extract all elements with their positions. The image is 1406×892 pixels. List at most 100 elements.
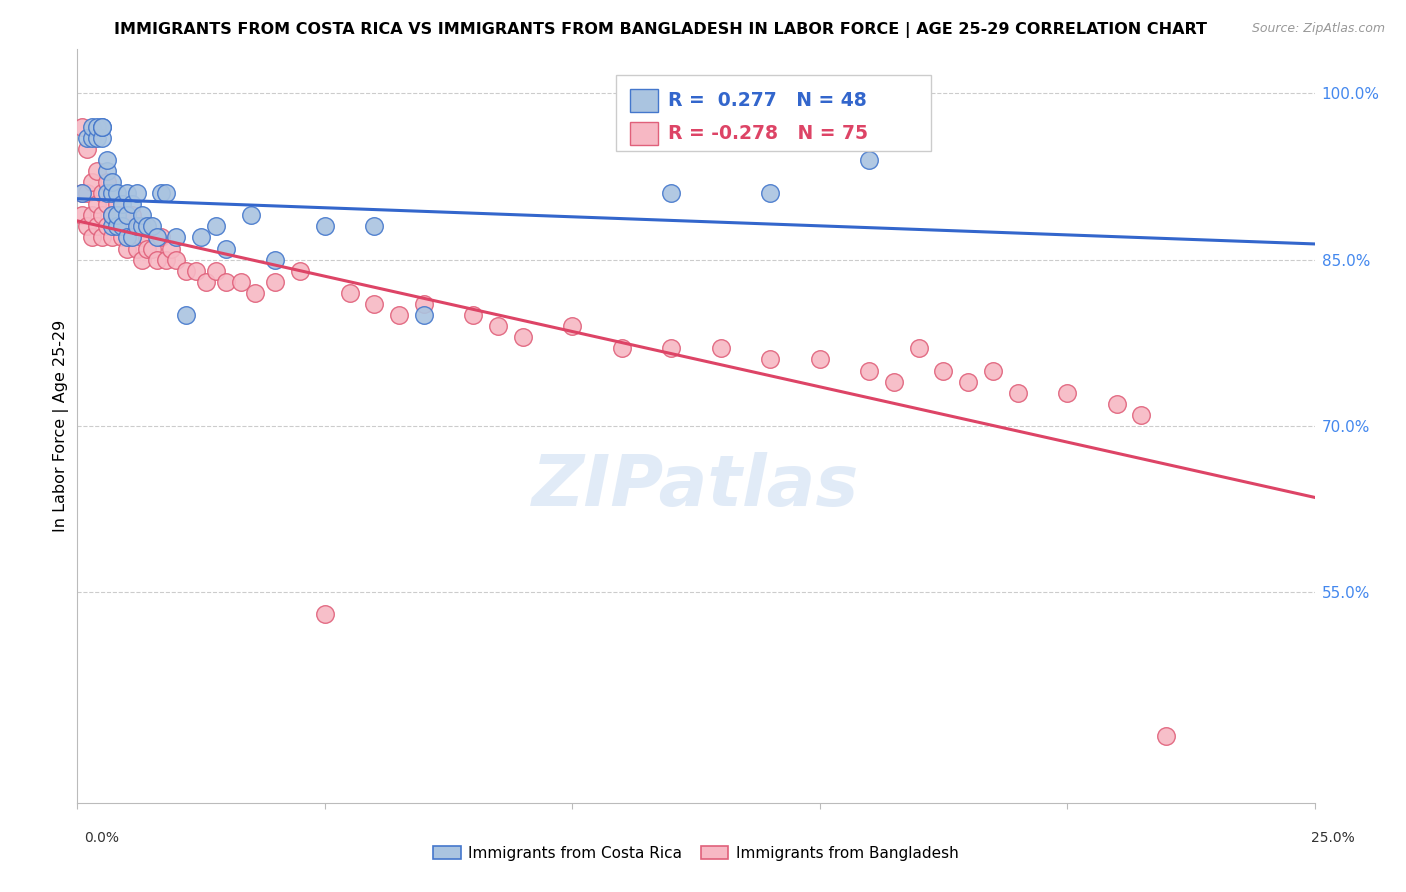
Point (121, 197, 143, 211)
Point (101, 186, 124, 201)
Point (86, 130, 108, 145)
Point (115, 242, 138, 256)
Point (131, 208, 153, 222)
Point (76, 142, 98, 156)
Point (101, 219, 124, 234)
Point (91, 230, 114, 244)
Point (105, 186, 128, 201)
Point (981, 363, 1004, 377)
Point (131, 219, 153, 234)
Point (82, 175, 104, 189)
Point (121, 230, 143, 244)
Point (412, 297, 434, 311)
Point (76, 130, 98, 145)
Point (111, 208, 134, 222)
Point (125, 219, 148, 234)
Y-axis label: In Labor Force | Age 25-29: In Labor Force | Age 25-29 (53, 320, 69, 532)
Text: 0.0%: 0.0% (84, 831, 118, 846)
Point (115, 208, 138, 222)
Point (91, 120, 114, 134)
Point (174, 264, 197, 278)
Point (76, 186, 98, 201)
Point (1130, 408, 1153, 422)
Point (150, 186, 173, 201)
Point (101, 208, 124, 222)
Point (229, 275, 252, 289)
Point (82, 120, 104, 134)
Point (710, 342, 733, 356)
Point (314, 219, 336, 234)
Point (165, 252, 187, 267)
Point (155, 252, 177, 267)
Point (264, 252, 287, 267)
Point (115, 230, 138, 244)
Point (141, 219, 163, 234)
Point (72, 186, 94, 201)
Point (339, 285, 361, 300)
Point (808, 352, 831, 367)
Legend: Immigrants from Costa Rica, Immigrants from Bangladesh: Immigrants from Costa Rica, Immigrants f… (427, 839, 965, 867)
Point (363, 219, 385, 234)
Point (858, 363, 880, 377)
Point (155, 186, 177, 201)
FancyBboxPatch shape (616, 76, 931, 151)
Text: IMMIGRANTS FROM COSTA RICA VS IMMIGRANTS FROM BANGLADESH IN LABOR FORCE | AGE 25: IMMIGRANTS FROM COSTA RICA VS IMMIGRANTS… (114, 22, 1208, 38)
Point (86, 219, 108, 234)
Point (150, 230, 173, 244)
Point (388, 308, 411, 322)
Point (135, 219, 157, 234)
Point (131, 230, 153, 244)
Point (165, 230, 187, 244)
Point (135, 230, 157, 244)
Point (205, 264, 228, 278)
Point (184, 264, 207, 278)
Point (91, 208, 114, 222)
Bar (630, 89, 658, 112)
Point (239, 208, 262, 222)
Point (86, 164, 108, 178)
Point (86, 197, 108, 211)
Point (101, 175, 124, 189)
Point (174, 308, 197, 322)
Point (96, 186, 118, 201)
Point (245, 285, 267, 300)
Point (121, 230, 143, 244)
Point (659, 342, 682, 356)
Text: Source: ZipAtlas.com: Source: ZipAtlas.com (1251, 22, 1385, 36)
Point (105, 208, 128, 222)
Point (86, 120, 108, 134)
Point (115, 186, 138, 201)
Point (96, 164, 118, 178)
Point (759, 352, 782, 367)
Point (190, 230, 212, 244)
Point (72, 208, 94, 222)
Point (932, 363, 955, 377)
Point (561, 319, 583, 334)
Point (145, 230, 167, 244)
Point (96, 175, 118, 189)
Point (1154, 729, 1177, 743)
Point (195, 275, 218, 289)
Point (105, 219, 128, 234)
Point (883, 375, 905, 389)
Point (486, 319, 509, 334)
Point (759, 186, 782, 201)
Point (125, 219, 148, 234)
Point (96, 219, 118, 234)
Point (205, 219, 228, 234)
Point (91, 186, 114, 201)
Point (610, 342, 633, 356)
Point (907, 342, 929, 356)
Point (264, 275, 287, 289)
Point (141, 242, 163, 256)
Point (957, 375, 980, 389)
Point (1105, 397, 1128, 411)
Point (101, 230, 124, 244)
Point (72, 186, 94, 201)
Point (101, 186, 124, 201)
Point (131, 252, 153, 267)
Point (463, 308, 485, 322)
Text: R =  0.277   N = 48: R = 0.277 N = 48 (668, 91, 866, 110)
Point (96, 197, 118, 211)
Point (125, 242, 148, 256)
